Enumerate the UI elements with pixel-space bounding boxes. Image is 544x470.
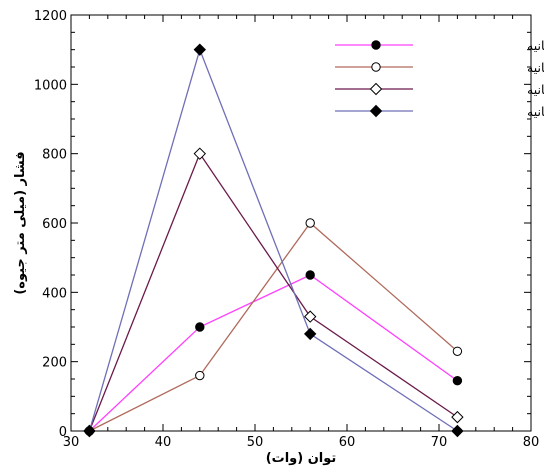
data-point xyxy=(83,424,96,438)
series-layer xyxy=(83,43,464,438)
legend-entry: زمان ۱۰ ثانیه xyxy=(335,104,544,120)
legend-label: زمان ۶ ثانیه xyxy=(527,60,544,76)
x-axis-title: توان (وات) xyxy=(266,451,337,466)
legend-entry: زمان ۸ ثانیه xyxy=(335,82,544,98)
data-point xyxy=(452,346,463,356)
y-tick-label: 200 xyxy=(42,356,67,371)
y-tick-label: 1200 xyxy=(34,9,67,24)
y-tick-label: 600 xyxy=(42,217,67,232)
legend-marker xyxy=(371,40,381,50)
x-tick-label: 40 xyxy=(155,435,172,450)
legend-entry: زمان ۴ ثانیه xyxy=(335,38,544,54)
data-point xyxy=(303,310,317,323)
data-point xyxy=(305,270,315,280)
plot-frame xyxy=(70,14,532,432)
data-point xyxy=(451,410,464,424)
x-tick-label: 80 xyxy=(523,435,540,450)
legend-marker xyxy=(369,82,383,96)
series-line xyxy=(88,47,458,432)
data-point xyxy=(452,376,463,386)
legend-marker xyxy=(371,62,381,72)
x-tick-label: 60 xyxy=(339,435,356,450)
legend-marker xyxy=(369,104,383,118)
data-point xyxy=(305,218,315,228)
legend-label: زمان ۴ ثانیه xyxy=(527,38,544,54)
legend-label: زمان ۸ ثانیه xyxy=(527,82,544,98)
y-axis-title: فشار (میلی متر جیوه) xyxy=(13,151,28,294)
y-tick-label: 0 xyxy=(59,425,67,440)
legend-label: زمان ۱۰ ثانیه xyxy=(527,104,544,120)
data-point xyxy=(195,370,205,381)
data-point xyxy=(193,43,207,56)
series-line xyxy=(88,152,458,432)
legend: زمان ۴ ثانیه زمان ۶ ثانیه زمان ۸ ثانیه زمان… xyxy=(335,38,544,120)
series-line xyxy=(88,274,458,432)
x-tick-label: 30 xyxy=(63,435,80,450)
data-point xyxy=(303,327,317,341)
series-1 xyxy=(84,270,463,436)
legend-entry: زمان ۶ ثانیه xyxy=(335,60,544,76)
y-tick-label: 400 xyxy=(42,286,67,301)
series-4 xyxy=(83,43,464,438)
y-tick-label: 800 xyxy=(42,148,67,163)
series-line xyxy=(89,222,458,432)
data-point xyxy=(195,322,205,332)
x-tick-label: 50 xyxy=(247,435,264,450)
y-tick-label: 1000 xyxy=(34,78,67,93)
data-point xyxy=(193,147,207,160)
x-tick-label: 70 xyxy=(431,435,448,450)
data-point xyxy=(451,424,464,438)
